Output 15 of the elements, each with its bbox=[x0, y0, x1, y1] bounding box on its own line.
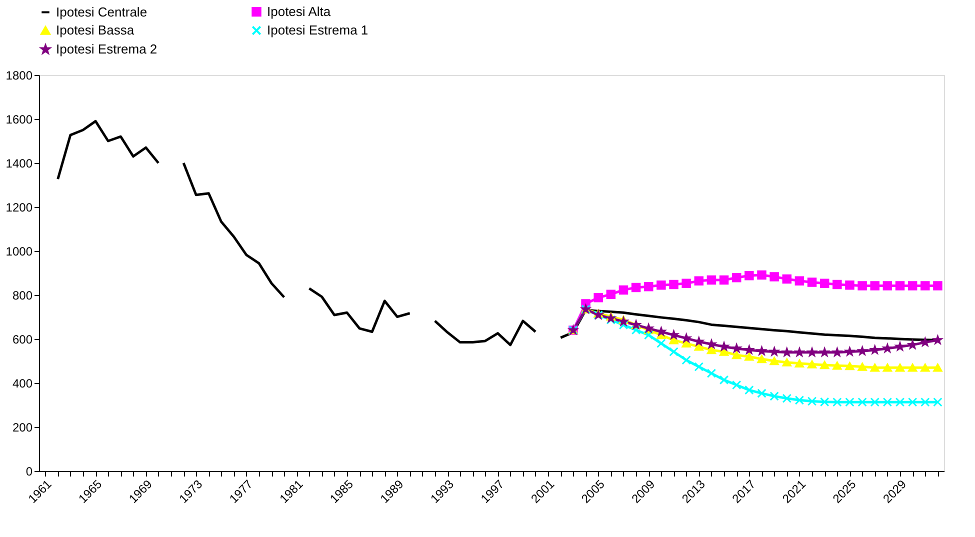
y-tick-label: 600 bbox=[12, 332, 33, 346]
legend-label: Ipotesi Estrema 2 bbox=[56, 42, 158, 56]
y-tick-label: 1600 bbox=[6, 112, 33, 126]
y-tick-label: 200 bbox=[12, 420, 33, 434]
legend-label: Ipotesi Bassa bbox=[56, 22, 135, 38]
legend-label: Ipotesi Centrale bbox=[56, 4, 148, 20]
y-tick-label: 1400 bbox=[6, 156, 33, 170]
y-tick-label: 1200 bbox=[6, 200, 33, 214]
y-tick-label: 800 bbox=[12, 288, 33, 302]
y-tick-label: 1000 bbox=[6, 244, 33, 258]
y-tick-label: 0 bbox=[26, 464, 33, 478]
legend-label: Ipotesi Estrema 1 bbox=[267, 22, 368, 38]
y-tick-label: 1800 bbox=[6, 68, 33, 82]
y-tick-label: 400 bbox=[12, 376, 33, 390]
legend-label: Ipotesi Alta bbox=[267, 4, 332, 19]
